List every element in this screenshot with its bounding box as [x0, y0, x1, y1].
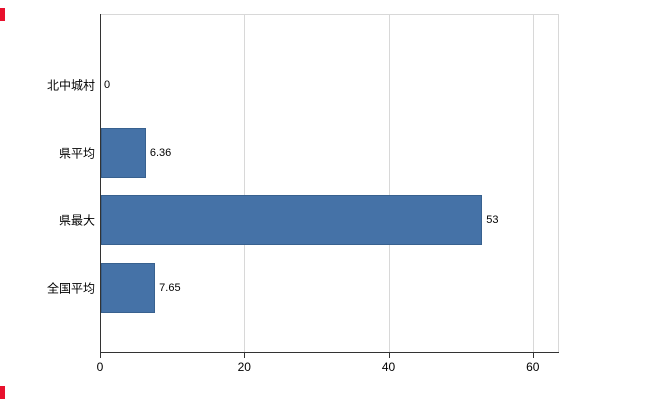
- category-label: 全国平均: [46, 281, 95, 295]
- category-label: 北中城村: [46, 78, 95, 93]
- x-axis-line: [100, 352, 559, 353]
- bar-1: [101, 127, 146, 178]
- category-label: 県平均: [58, 146, 95, 160]
- x-axis-tick-label: 60: [526, 360, 540, 374]
- x-axis-tick: [532, 353, 534, 358]
- category-label: 県最大: [58, 213, 95, 228]
- gridline-x-60: [532, 14, 534, 352]
- value-label: 53: [486, 214, 499, 226]
- value-label: 0: [104, 79, 111, 91]
- x-axis-tick-label: 40: [381, 360, 396, 374]
- plot-border-right: [558, 14, 559, 352]
- bar-3: [101, 262, 156, 313]
- plot-border-top: [100, 14, 558, 15]
- value-label: 6.36: [149, 146, 172, 159]
- gridline-x-40: [388, 14, 390, 352]
- gridline-x-20: [244, 14, 246, 352]
- x-axis-tick-label: 0: [96, 360, 104, 374]
- x-axis-tick: [100, 353, 101, 358]
- x-axis-tick-label: 20: [237, 360, 251, 374]
- x-axis-tick: [388, 353, 390, 358]
- screen-artifact-top-left: [0, 8, 5, 21]
- bar-2: [101, 195, 483, 245]
- y-axis-line: [100, 14, 101, 352]
- screen-artifact-bottom-left: [0, 386, 5, 399]
- value-label: 7.65: [159, 281, 181, 294]
- x-axis-tick: [244, 353, 246, 358]
